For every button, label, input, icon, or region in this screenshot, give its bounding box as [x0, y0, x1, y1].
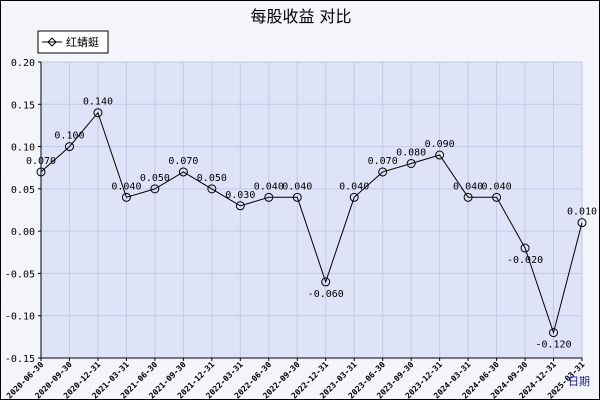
data-label: 0.040: [339, 181, 369, 192]
data-points: [36, 108, 587, 338]
data-label: -0.060: [308, 289, 344, 300]
data-point-marker: [463, 192, 473, 202]
data-label: 0.080: [396, 147, 426, 158]
data-label: 0.070: [26, 156, 56, 167]
x-axis-ticks: 2020-06-302020-09-302020-12-312021-03-31…: [5, 358, 587, 400]
data-point-marker: [93, 108, 103, 118]
data-label: 0.050: [197, 173, 227, 184]
data-point-marker: [178, 167, 188, 177]
legend-box: [37, 30, 109, 54]
data-label: 0.040: [482, 181, 512, 192]
data-label: 0.070: [368, 156, 398, 167]
data-point-marker: [36, 167, 46, 177]
grid: [40, 61, 583, 359]
data-label: 0.040: [453, 181, 483, 192]
data-point-marker: [235, 201, 245, 211]
legend-series-name: 红蜻蜓: [66, 35, 99, 49]
chart-title: 每股收益 对比: [250, 7, 351, 26]
data-label: -0.020: [507, 255, 543, 266]
series-line: [40, 111, 583, 335]
data-point-marker: [150, 184, 160, 194]
data-point-marker: [349, 192, 359, 202]
data-labels: 0.0700.1000.1400.0400.0500.0700.0500.030…: [26, 97, 597, 351]
data-label: 0.040: [282, 181, 312, 192]
y-tick-label: -0.15: [5, 354, 35, 365]
data-point-marker: [549, 328, 559, 338]
data-point-marker: [264, 192, 274, 202]
data-label: 0.100: [54, 131, 84, 142]
y-tick-label: 0.05: [11, 185, 35, 196]
data-point-marker: [64, 142, 74, 152]
plot-area: [41, 62, 582, 358]
data-label: 0.030: [225, 190, 255, 201]
y-tick-label: 0.20: [11, 58, 35, 69]
data-label: 0.010: [567, 207, 597, 218]
y-axis-ticks: -0.15 -0.10 -0.05 0.00 0.05 0.10 0.15 0.20: [5, 58, 41, 365]
series-line-layer: [40, 111, 583, 335]
data-point-marker: [577, 218, 587, 228]
axes: [40, 62, 582, 359]
data-point-marker: [207, 184, 217, 194]
data-label: 0.070: [168, 156, 198, 167]
legend-diamond-icon: [47, 37, 57, 47]
data-label: 0.050: [140, 173, 170, 184]
y-tick-label: 0.00: [11, 227, 35, 238]
y-tick-label: -0.05: [5, 269, 35, 280]
data-point-marker: [520, 243, 530, 253]
data-label: -0.120: [535, 340, 571, 351]
y-tick-label: -0.10: [5, 312, 35, 323]
data-label: 0.140: [83, 97, 113, 108]
y-tick-label: 0.10: [11, 143, 35, 154]
data-label: 0.040: [111, 181, 141, 192]
data-point-marker: [406, 158, 416, 168]
data-label: 0.040: [254, 181, 284, 192]
data-point-marker: [435, 150, 445, 160]
data-point-marker: [121, 192, 131, 202]
y-tick-label: 0.15: [11, 100, 35, 111]
legend: 红蜻蜓: [37, 30, 109, 54]
data-point-marker: [292, 192, 302, 202]
data-point-marker: [321, 277, 331, 287]
data-point-marker: [378, 167, 388, 177]
data-label: 0.090: [425, 139, 455, 150]
x-axis-label: 日期: [568, 375, 590, 388]
data-point-marker: [492, 192, 502, 202]
